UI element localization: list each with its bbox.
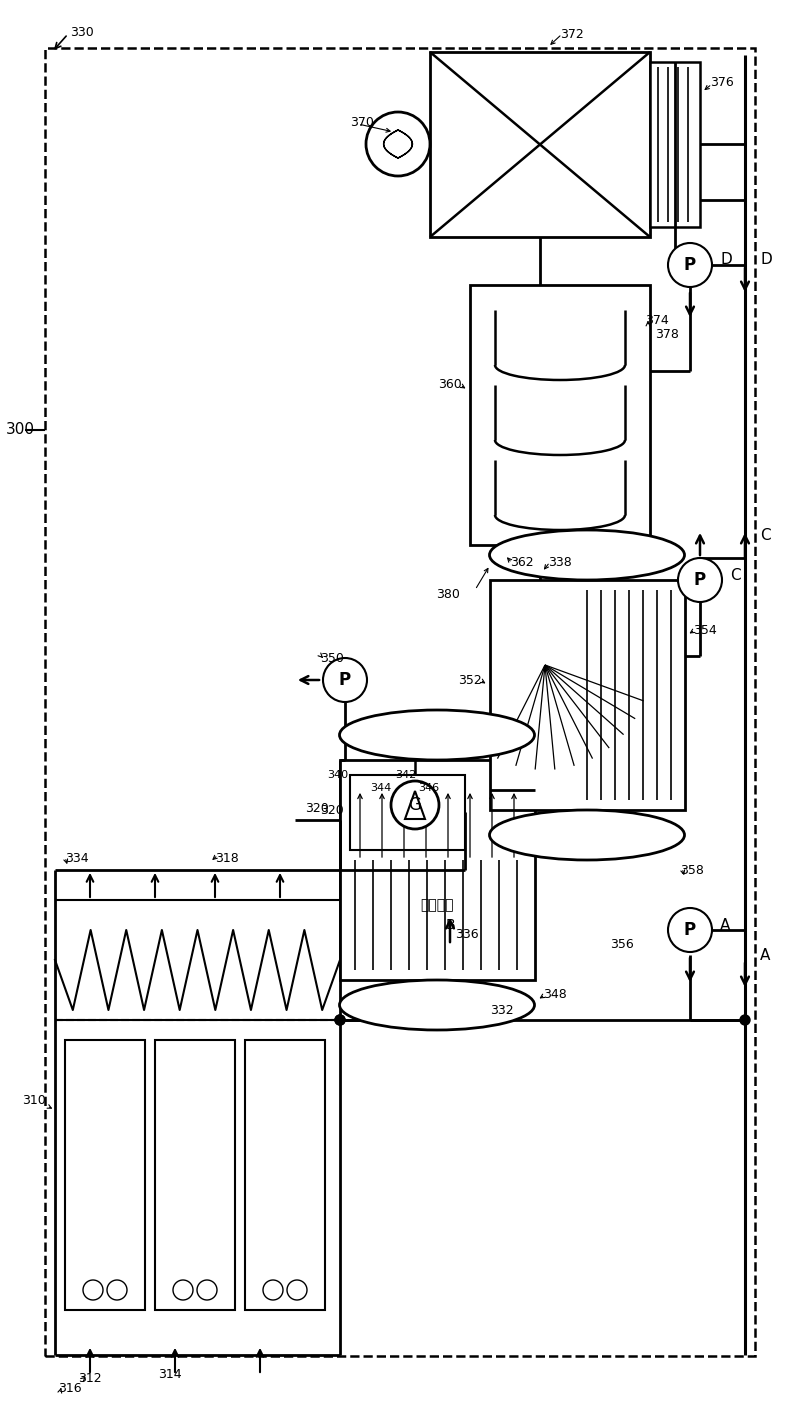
Circle shape bbox=[366, 113, 430, 176]
Circle shape bbox=[391, 781, 439, 829]
Text: 332: 332 bbox=[490, 1003, 514, 1016]
Text: C: C bbox=[730, 567, 741, 582]
Text: 314: 314 bbox=[158, 1369, 182, 1382]
Circle shape bbox=[197, 1280, 217, 1300]
Text: 360: 360 bbox=[438, 378, 462, 391]
Bar bbox=[155, 1040, 235, 1310]
Text: 348: 348 bbox=[543, 989, 566, 1002]
Text: 376: 376 bbox=[710, 76, 734, 89]
Text: P: P bbox=[684, 922, 696, 938]
Circle shape bbox=[335, 1014, 345, 1026]
Text: 374: 374 bbox=[645, 314, 669, 326]
Circle shape bbox=[678, 559, 722, 602]
Circle shape bbox=[107, 1280, 127, 1300]
Text: P: P bbox=[694, 571, 706, 590]
Bar bbox=[650, 62, 700, 227]
Text: 336: 336 bbox=[455, 929, 478, 941]
Ellipse shape bbox=[339, 981, 534, 1030]
Circle shape bbox=[323, 658, 367, 702]
Text: 334: 334 bbox=[65, 851, 89, 864]
Text: 356: 356 bbox=[610, 938, 634, 951]
Text: 312: 312 bbox=[78, 1372, 102, 1384]
Text: 310: 310 bbox=[22, 1093, 46, 1106]
Text: 330: 330 bbox=[70, 25, 94, 38]
Text: 水的蒸发: 水的蒸发 bbox=[420, 898, 454, 912]
Text: 350: 350 bbox=[320, 651, 344, 664]
Bar bbox=[340, 760, 535, 981]
Circle shape bbox=[83, 1280, 103, 1300]
Text: 340: 340 bbox=[327, 770, 348, 779]
Circle shape bbox=[668, 243, 712, 287]
Circle shape bbox=[740, 1014, 750, 1026]
Text: 372: 372 bbox=[560, 28, 584, 41]
Text: P: P bbox=[684, 256, 696, 274]
Text: 344: 344 bbox=[370, 784, 391, 794]
Text: B: B bbox=[445, 917, 455, 931]
Ellipse shape bbox=[339, 711, 534, 760]
Bar bbox=[430, 52, 650, 236]
Text: P: P bbox=[339, 671, 351, 689]
Bar bbox=[470, 286, 650, 545]
Bar bbox=[245, 1040, 325, 1310]
Text: C: C bbox=[760, 528, 770, 543]
Circle shape bbox=[287, 1280, 307, 1300]
Text: D: D bbox=[760, 252, 772, 267]
Text: 320: 320 bbox=[320, 803, 344, 816]
Text: 370: 370 bbox=[350, 115, 374, 128]
Text: 358: 358 bbox=[680, 864, 704, 877]
Text: 380: 380 bbox=[436, 588, 460, 602]
Text: A: A bbox=[720, 917, 730, 933]
Ellipse shape bbox=[490, 530, 685, 580]
Text: 318: 318 bbox=[215, 851, 238, 864]
Circle shape bbox=[668, 908, 712, 953]
Text: 316: 316 bbox=[58, 1382, 82, 1394]
Text: 338: 338 bbox=[548, 556, 572, 568]
Circle shape bbox=[335, 1014, 345, 1026]
Text: 346: 346 bbox=[418, 784, 439, 794]
Bar bbox=[350, 775, 465, 850]
Text: 320: 320 bbox=[305, 802, 329, 815]
Text: G: G bbox=[409, 796, 422, 815]
Text: 362: 362 bbox=[510, 557, 534, 570]
Text: 378: 378 bbox=[655, 328, 679, 342]
Text: 352: 352 bbox=[458, 674, 482, 687]
Text: 300: 300 bbox=[6, 422, 34, 438]
Bar bbox=[65, 1040, 145, 1310]
Circle shape bbox=[173, 1280, 193, 1300]
Text: 354: 354 bbox=[693, 623, 717, 636]
Bar bbox=[490, 580, 685, 810]
Bar bbox=[45, 48, 755, 1356]
Text: D: D bbox=[720, 252, 732, 267]
Ellipse shape bbox=[490, 810, 685, 860]
Text: A: A bbox=[760, 947, 770, 962]
Circle shape bbox=[263, 1280, 283, 1300]
Text: 342: 342 bbox=[395, 770, 416, 779]
